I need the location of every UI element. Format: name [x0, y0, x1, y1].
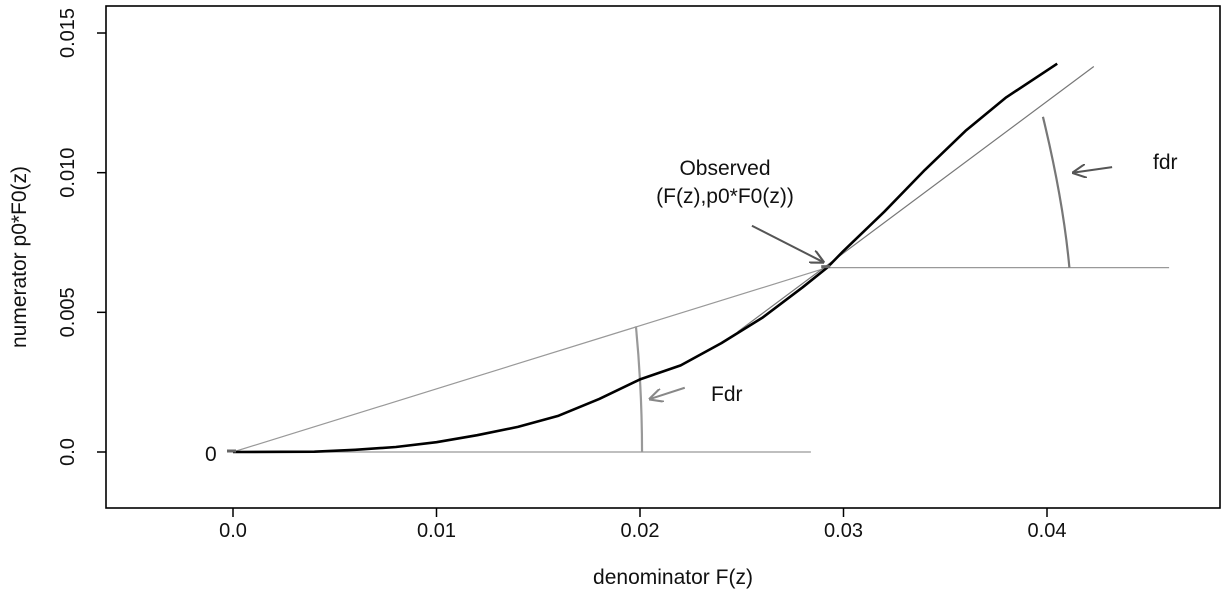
observed-arrow — [751, 224, 823, 262]
x-axis-title: denominator F(z) — [593, 566, 753, 589]
x-tick-label: 0.01 — [417, 520, 456, 542]
y-axis-title: numerator p0*F0(z) — [8, 166, 31, 348]
chord-line — [232, 267, 828, 453]
series-group — [232, 62, 1058, 454]
plot-frame — [105, 5, 1221, 509]
marker-group — [227, 265, 831, 453]
y-tick-label: 0.0 — [57, 438, 79, 466]
series-line — [232, 62, 1058, 454]
observed-label-line1: Observed — [679, 157, 770, 180]
y-tick-label: 0.015 — [57, 8, 79, 58]
y-tick-label: 0.010 — [57, 148, 79, 198]
y-axis: 0.0 0.005 0.010 0.015 — [57, 8, 106, 466]
fdr-label: fdr — [1153, 151, 1178, 174]
fdr-arc — [1041, 116, 1071, 268]
tangent-line — [737, 66, 1095, 333]
fdr-arrow — [1073, 167, 1113, 173]
Fdr-arc — [634, 326, 644, 453]
arrow-group — [650, 167, 1113, 399]
zero-label: 0 — [205, 443, 217, 466]
angle-arcs — [634, 116, 1071, 453]
Fdr-arrow — [650, 386, 686, 399]
x-tick-label: 0.0 — [219, 520, 247, 542]
x-tick-label: 0.02 — [621, 520, 660, 542]
y-tick-label: 0.005 — [57, 287, 79, 337]
x-tick-label: 0.03 — [824, 520, 863, 542]
reference-lines — [232, 66, 1170, 453]
x-axis: 0.0 0.01 0.02 0.03 0.04 — [219, 508, 1066, 542]
x-tick-label: 0.04 — [1028, 520, 1067, 542]
observed-label-line2: (F(z),p0*F0(z)) — [656, 185, 794, 208]
Fdr-label: Fdr — [711, 383, 743, 406]
